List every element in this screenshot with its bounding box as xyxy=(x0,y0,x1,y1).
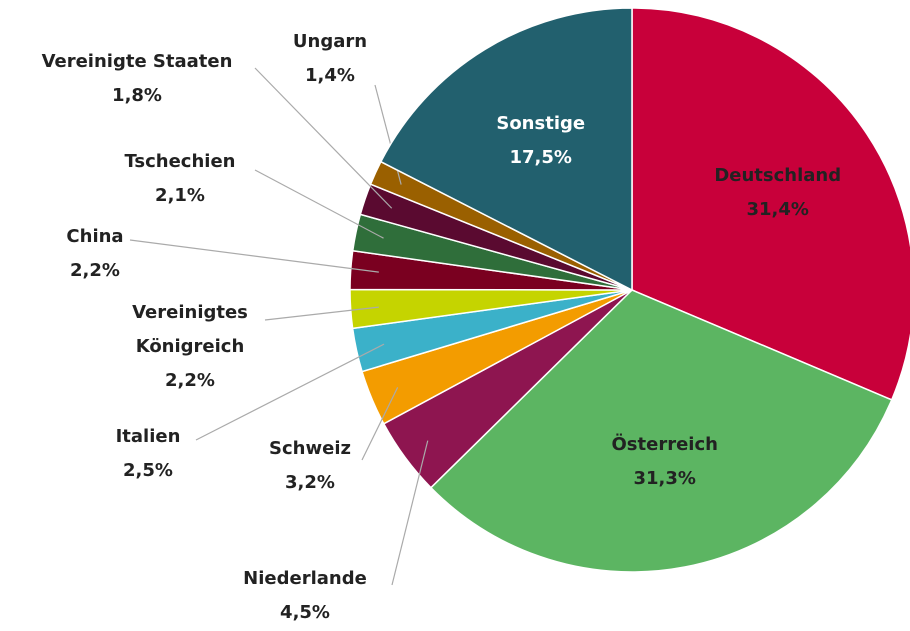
leader-line xyxy=(264,306,379,321)
slice-label: Niederlande 4,5% xyxy=(243,562,367,630)
category-label: Schweiz xyxy=(269,438,351,459)
slice-label: Tschechien 2,1% xyxy=(125,145,236,213)
value-label: 3,2% xyxy=(285,472,335,493)
leader-line xyxy=(195,343,385,441)
value-label: 2,5% xyxy=(123,460,173,481)
value-label: 1,8% xyxy=(112,85,162,106)
value-label: 31,3% xyxy=(633,467,696,489)
value-label: 2,1% xyxy=(155,185,205,206)
slice-label: Ungarn 1,4% xyxy=(293,25,367,93)
category-label: Sonstige xyxy=(496,112,586,134)
category-label: Tschechien xyxy=(124,151,236,172)
pie-slice xyxy=(631,7,910,401)
leader-line xyxy=(254,169,384,239)
leader-line xyxy=(254,67,393,209)
pie-slice xyxy=(379,7,633,292)
leader-line xyxy=(361,387,399,461)
value-label: 4,5% xyxy=(280,602,330,623)
category-label: Deutschland xyxy=(714,165,842,187)
slice-label: Sonstige 17,5% xyxy=(496,107,585,175)
value-label: 2,2% xyxy=(165,370,215,391)
value-label: 1,4% xyxy=(305,65,355,86)
value-label: 31,4% xyxy=(746,199,809,221)
pie-slice xyxy=(429,289,893,573)
leader-line xyxy=(129,239,379,273)
slice-label: Vereinigtes Königreich 2,2% xyxy=(115,296,265,398)
category-label: Italien xyxy=(115,426,181,447)
category-label: Österreich xyxy=(611,433,718,455)
slice-label: China 2,2% xyxy=(66,220,123,288)
leader-line xyxy=(391,440,429,586)
slice-label: Vereinigte Staaten 1,8% xyxy=(42,45,233,113)
slice-label: Österreich 31,3% xyxy=(611,428,717,496)
category-label: Ungarn xyxy=(292,31,368,52)
value-label: 17,5% xyxy=(509,146,572,168)
slice-label: Schweiz 3,2% xyxy=(269,432,351,500)
slice-label: Deutschland 31,4% xyxy=(714,159,841,227)
category-label: Vereinigtes Königreich xyxy=(132,302,248,357)
slice-label: Italien 2,5% xyxy=(116,420,181,488)
category-label: China xyxy=(66,226,124,247)
category-label: Vereinigte Staaten xyxy=(41,51,233,72)
value-label: 2,2% xyxy=(70,260,120,281)
category-label: Niederlande xyxy=(243,568,367,589)
